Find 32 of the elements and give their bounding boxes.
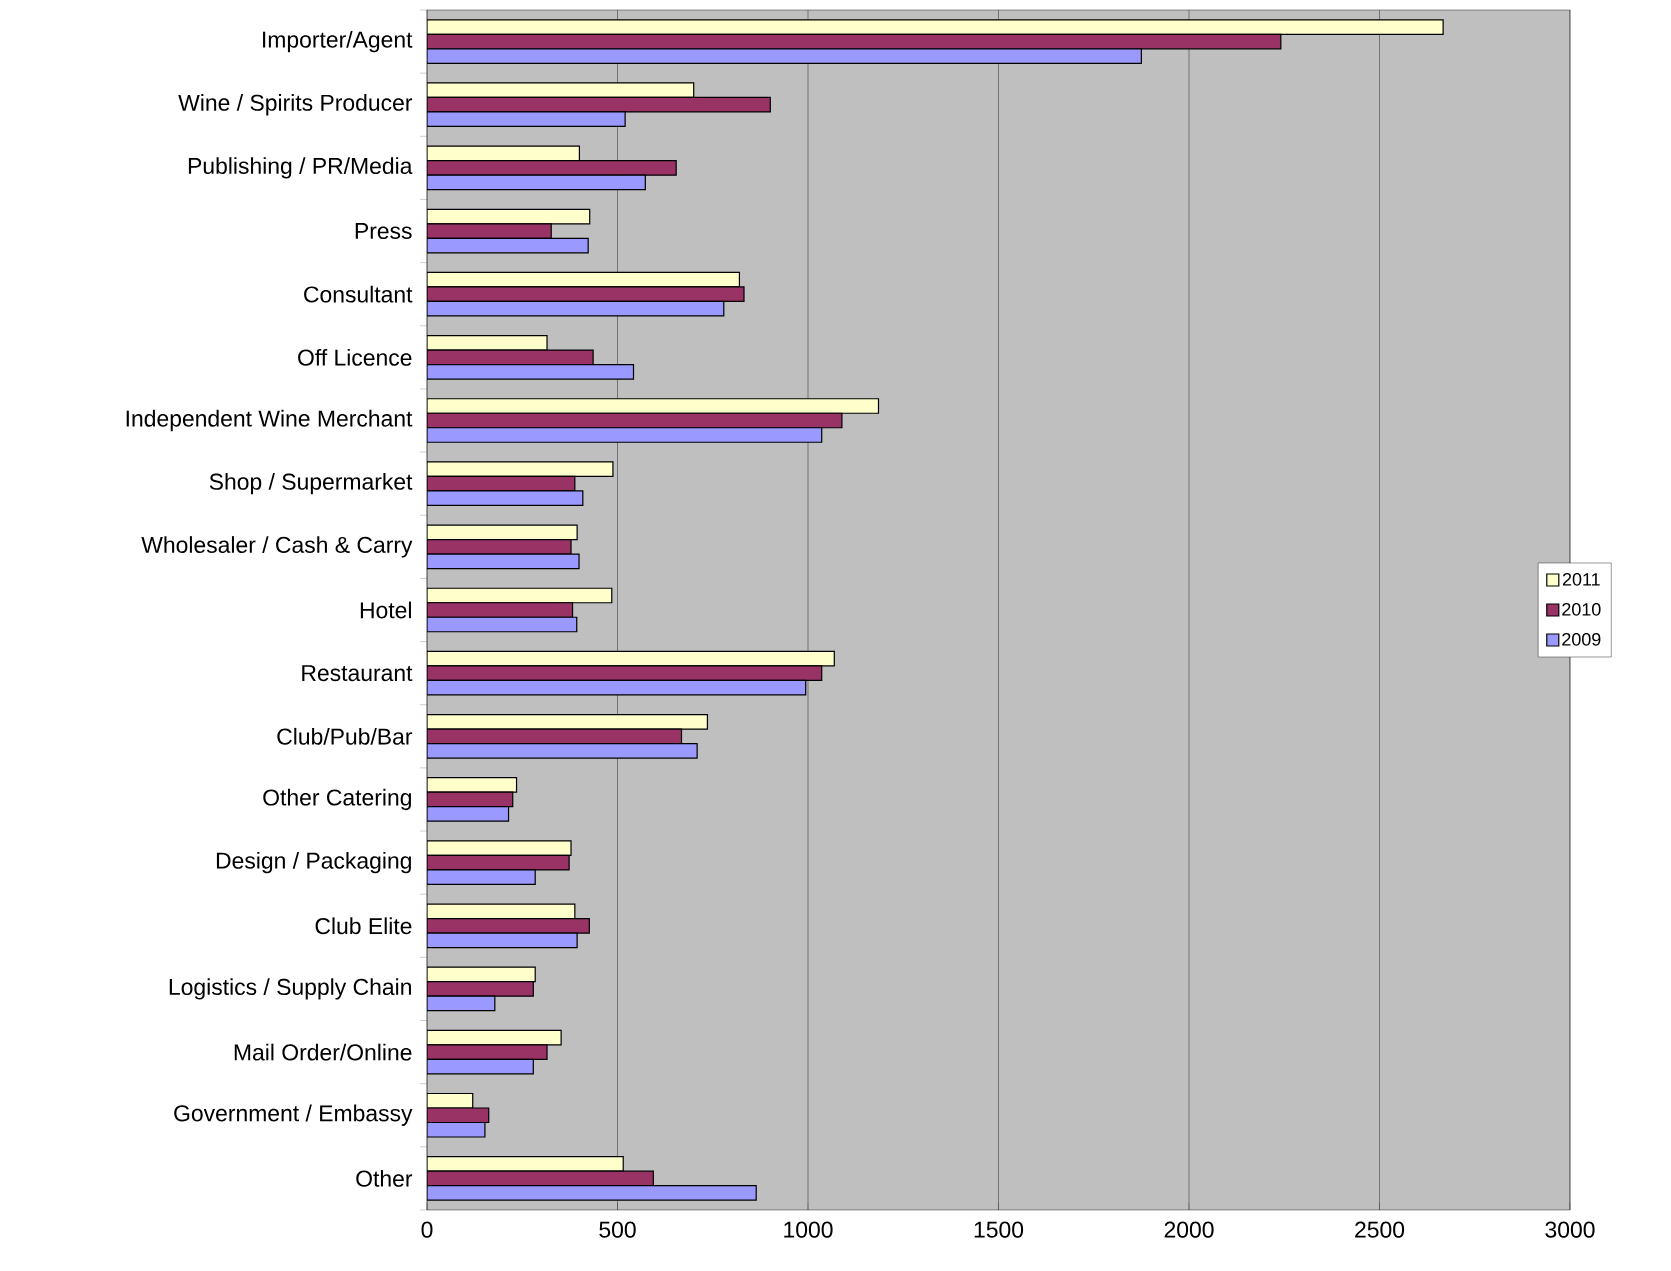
y-tick-label: Design / Packaging [216, 851, 411, 874]
bar [427, 602, 574, 618]
x-tick-label: 1000 [784, 1221, 833, 1238]
x-tick-label: 0 [421, 1221, 433, 1238]
y-tick-label: Mail Order/Online [234, 1043, 412, 1061]
bar [427, 981, 534, 997]
x-tick-label: 500 [599, 1221, 636, 1238]
x-tick-label: 1500 [974, 1221, 1024, 1238]
y-tick-label: Shop / Supermarket [209, 472, 413, 495]
y-tick-label: Government / Embassy [174, 1104, 413, 1126]
legend-label: 2011 [1562, 572, 1600, 586]
y-tick-label: Logistics / Supply Chain [169, 978, 411, 1000]
x-tick-label: 3000 [1545, 1221, 1595, 1238]
y-tick-label: Club/Pub/Bar [277, 727, 413, 745]
y-tick-label: Other [356, 1170, 413, 1187]
x-tick-label: 2000 [1164, 1221, 1214, 1238]
y-tick-label: Off Licence [298, 348, 412, 366]
y-tick-label: Wholesaler / Cash & Carry [141, 536, 413, 558]
x-tick-label: 2500 [1355, 1221, 1405, 1238]
y-tick-label: Club Elite [315, 917, 412, 935]
y-tick-label: Hotel [360, 601, 411, 619]
legend-label: 2009 [1562, 632, 1601, 646]
y-tick-label: Independent Wine Merchant [126, 409, 413, 432]
y-tick-label: Other Catering [263, 788, 411, 811]
y-tick-label: Publishing / PR/Media [188, 157, 413, 179]
y-tick-label: Wine / Spirits Producer [178, 94, 413, 116]
y-tick-label: Consultant [304, 285, 413, 303]
legend-label: 2010 [1562, 602, 1601, 616]
y-tick-label: Press [355, 223, 412, 240]
y-tick-label: Restaurant [302, 665, 413, 682]
y-tick-label: Importer/Agent [263, 30, 413, 53]
bar [427, 223, 552, 239]
